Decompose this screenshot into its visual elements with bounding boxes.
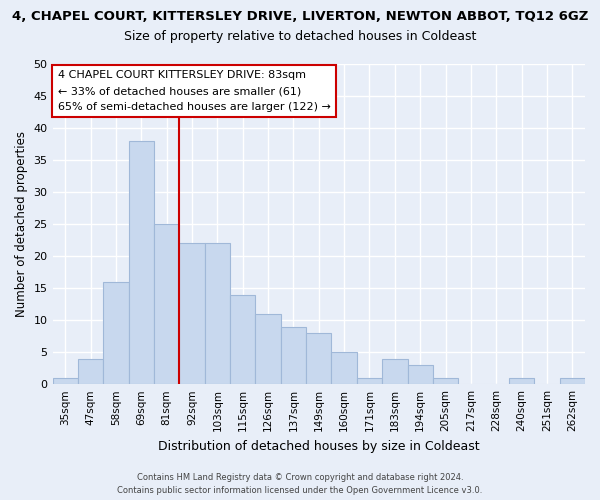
Bar <box>560 378 585 384</box>
Bar <box>78 358 103 384</box>
Text: 4 CHAPEL COURT KITTERSLEY DRIVE: 83sqm
← 33% of detached houses are smaller (61): 4 CHAPEL COURT KITTERSLEY DRIVE: 83sqm ←… <box>58 70 331 112</box>
Bar <box>154 224 179 384</box>
Bar <box>103 282 128 384</box>
Bar <box>357 378 382 384</box>
Bar <box>407 365 433 384</box>
X-axis label: Distribution of detached houses by size in Coldeast: Distribution of detached houses by size … <box>158 440 479 452</box>
Bar <box>382 358 407 384</box>
Y-axis label: Number of detached properties: Number of detached properties <box>15 131 28 317</box>
Bar <box>433 378 458 384</box>
Bar <box>306 333 331 384</box>
Bar <box>256 314 281 384</box>
Bar <box>509 378 534 384</box>
Bar <box>179 244 205 384</box>
Bar <box>230 294 256 384</box>
Bar <box>331 352 357 384</box>
Bar <box>205 244 230 384</box>
Bar <box>53 378 78 384</box>
Bar <box>281 326 306 384</box>
Bar <box>128 141 154 384</box>
Text: Size of property relative to detached houses in Coldeast: Size of property relative to detached ho… <box>124 30 476 43</box>
Text: Contains HM Land Registry data © Crown copyright and database right 2024.
Contai: Contains HM Land Registry data © Crown c… <box>118 474 482 495</box>
Text: 4, CHAPEL COURT, KITTERSLEY DRIVE, LIVERTON, NEWTON ABBOT, TQ12 6GZ: 4, CHAPEL COURT, KITTERSLEY DRIVE, LIVER… <box>12 10 588 23</box>
